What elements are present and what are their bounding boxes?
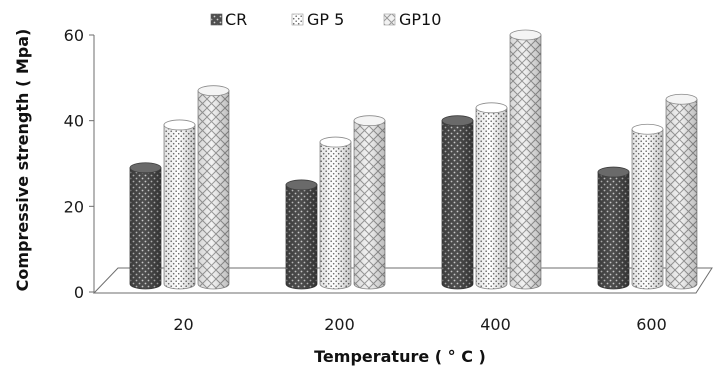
bar-shading bbox=[476, 107, 507, 289]
bar-gp5 bbox=[163, 119, 196, 290]
plot-frame bbox=[92, 35, 713, 294]
bars bbox=[129, 29, 698, 290]
bar-cr bbox=[129, 162, 162, 290]
bar-top bbox=[509, 29, 542, 41]
x-axis-title: Temperature ( ° C ) bbox=[314, 347, 486, 366]
legend-item-gp10: GP10 bbox=[383, 10, 441, 29]
bar-shading bbox=[130, 167, 161, 289]
bar-cr bbox=[285, 179, 318, 290]
bar-shading bbox=[666, 99, 697, 289]
legend-swatch-gp5 bbox=[291, 13, 304, 26]
bar-top bbox=[441, 115, 474, 127]
bar-shading bbox=[442, 120, 473, 290]
y-tick-label: 40 bbox=[64, 112, 84, 131]
bar-top bbox=[197, 85, 230, 97]
x-tick-label: 20 bbox=[173, 315, 193, 334]
bar-gp5 bbox=[631, 123, 664, 290]
bar-top bbox=[597, 166, 630, 178]
legend: CR GP 5 GP10 bbox=[210, 10, 441, 29]
y-tick-label: 0 bbox=[74, 283, 84, 302]
bar-top bbox=[163, 119, 196, 131]
bar-shading bbox=[286, 184, 317, 289]
bar-gp5 bbox=[475, 102, 508, 290]
bar-gp10 bbox=[509, 29, 542, 290]
x-axis: 20 200 400 600 bbox=[173, 315, 666, 334]
bar-shading bbox=[598, 172, 629, 289]
bar-gp10 bbox=[197, 85, 230, 290]
bar-shading bbox=[198, 90, 229, 289]
y-axis: 0 20 40 60 bbox=[64, 26, 94, 302]
bar-top bbox=[319, 136, 352, 148]
bar-top bbox=[475, 102, 508, 114]
legend-item-cr: CR bbox=[210, 10, 247, 29]
bar-shading bbox=[320, 142, 351, 289]
legend-label-cr: CR bbox=[225, 10, 247, 29]
bar-shading bbox=[354, 120, 385, 290]
y-tick-label: 60 bbox=[64, 26, 84, 45]
bar-gp5 bbox=[319, 136, 352, 290]
bar-shading bbox=[632, 129, 663, 289]
legend-label-gp5: GP 5 bbox=[307, 10, 344, 29]
legend-item-gp5: GP 5 bbox=[291, 10, 344, 29]
bar-shading bbox=[510, 35, 541, 289]
y-axis-title: Compressive strength ( Mpa) bbox=[13, 29, 32, 292]
y-tick-label: 20 bbox=[64, 197, 84, 216]
legend-swatch-cr bbox=[210, 13, 223, 26]
bar-top bbox=[353, 115, 386, 127]
bar-top bbox=[285, 179, 318, 191]
bar-cr bbox=[441, 115, 474, 290]
bar-top bbox=[631, 123, 664, 135]
bar-top bbox=[129, 162, 162, 174]
bar-cr bbox=[597, 166, 630, 290]
x-tick-label: 400 bbox=[480, 315, 511, 334]
bar-shading bbox=[164, 124, 195, 289]
legend-label-gp10: GP10 bbox=[399, 10, 441, 29]
x-tick-label: 200 bbox=[324, 315, 355, 334]
x-tick-label: 600 bbox=[636, 315, 667, 334]
bar-top bbox=[665, 93, 698, 105]
plot-floor bbox=[92, 267, 713, 294]
bar-gp10 bbox=[665, 93, 698, 290]
bar-gp10 bbox=[353, 115, 386, 290]
legend-swatch-gp10 bbox=[383, 13, 396, 26]
